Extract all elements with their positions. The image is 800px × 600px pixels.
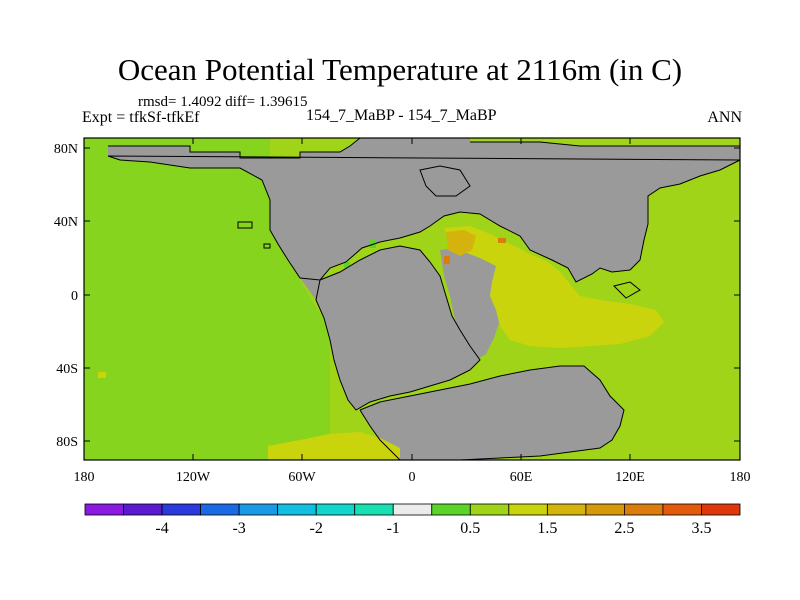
- colorbar-swatch: [84, 503, 124, 516]
- lon-tick-label: 120W: [176, 470, 211, 485]
- hot-anomaly-cell-2: [498, 238, 506, 243]
- colorbar-swatch: [238, 503, 279, 516]
- colorbar-label: -4: [155, 520, 168, 537]
- land-south-america: [300, 246, 480, 410]
- colorbar-labels: -4 -3 -2 -1 0.5 1.5 2.5 3.5: [155, 520, 711, 537]
- colorbar-swatch: [546, 503, 587, 516]
- colorbar-label: -2: [310, 520, 323, 537]
- coastlines: [107, 137, 741, 461]
- case-label: 154_7_MaBP - 154_7_MaBP: [306, 107, 497, 124]
- coastline-island-2: [263, 243, 271, 249]
- lon-tick-label: 120E: [615, 470, 645, 485]
- map-panel: [83, 137, 741, 461]
- hot-anomaly-cell: [444, 256, 450, 264]
- lat-tick-label: 80N: [54, 142, 78, 157]
- lon-tick-label: 60E: [510, 470, 533, 485]
- colorbar-swatch: [277, 503, 317, 516]
- land-north: [108, 138, 740, 282]
- lon-tick-label: 0: [409, 470, 416, 485]
- colorbar-label: -3: [232, 520, 245, 537]
- ocean-cool-patch: [84, 138, 330, 460]
- lat-tick-label: 40S: [56, 362, 78, 377]
- coastline-island-1: [237, 221, 253, 229]
- colorbar-swatch: [161, 503, 201, 516]
- colorbar-swatch: [508, 503, 548, 516]
- colorbar-label: 3.5: [691, 520, 711, 537]
- lon-tick-label: 60W: [288, 470, 316, 485]
- colorbar-swatch: [123, 503, 163, 516]
- colorbar-swatch: [662, 503, 702, 516]
- coastline-island-3: [613, 281, 641, 299]
- warmer-anomaly-region: [446, 230, 476, 256]
- southern-warm-strip: [268, 432, 400, 460]
- plot-title: Ocean Potential Temperature at 2116m (in…: [117, 52, 683, 87]
- land-antarctica: [360, 366, 624, 460]
- colorbar-label: 0.5: [460, 520, 480, 537]
- colorbar-swatch: [392, 503, 433, 516]
- lon-tick-labels: 180 120W 60W 0 60E 120E 180: [74, 470, 751, 485]
- lat-tick-label: 0: [71, 289, 78, 304]
- lon-tick-label: 180: [730, 470, 751, 485]
- season-label: ANN: [707, 109, 742, 126]
- colorbar-label: 2.5: [614, 520, 634, 537]
- stats-text: rmsd= 1.4092 diff= 1.39615: [138, 94, 308, 110]
- lat-tick-labels: 80N 40N 0 40S 80S: [54, 142, 78, 450]
- colorbar-swatch: [354, 503, 394, 516]
- lon-ticks: [83, 138, 741, 460]
- lat-tick-label: 40N: [54, 215, 78, 230]
- colorbar-label: 1.5: [537, 520, 557, 537]
- coastline-south-america: [315, 245, 481, 411]
- lat-ticks: [84, 147, 740, 442]
- colorbar: [84, 503, 741, 516]
- warm-anomaly-region: [444, 226, 664, 348]
- colorbar-swatch: [585, 503, 625, 516]
- colorbar-swatch: [200, 503, 240, 516]
- coastline-north: [107, 137, 741, 283]
- experiment-label: Expt = tfkSf-tfkEf: [82, 109, 200, 126]
- colorbar-swatch: [701, 503, 741, 516]
- coastline-inland: [419, 165, 471, 197]
- warm-cell-west: [98, 372, 106, 378]
- colorbar-swatch: [431, 503, 471, 516]
- colorbar-swatch: [315, 503, 356, 516]
- land-africa: [440, 246, 500, 360]
- colorbar-swatch: [469, 503, 510, 516]
- coastline-antarctica: [359, 365, 625, 461]
- lon-tick-label: 180: [74, 470, 95, 485]
- colorbar-swatch: [624, 503, 664, 516]
- colorbar-label: -1: [387, 520, 400, 537]
- cool-cell-2: [344, 262, 350, 268]
- lat-tick-label: 80S: [56, 435, 78, 450]
